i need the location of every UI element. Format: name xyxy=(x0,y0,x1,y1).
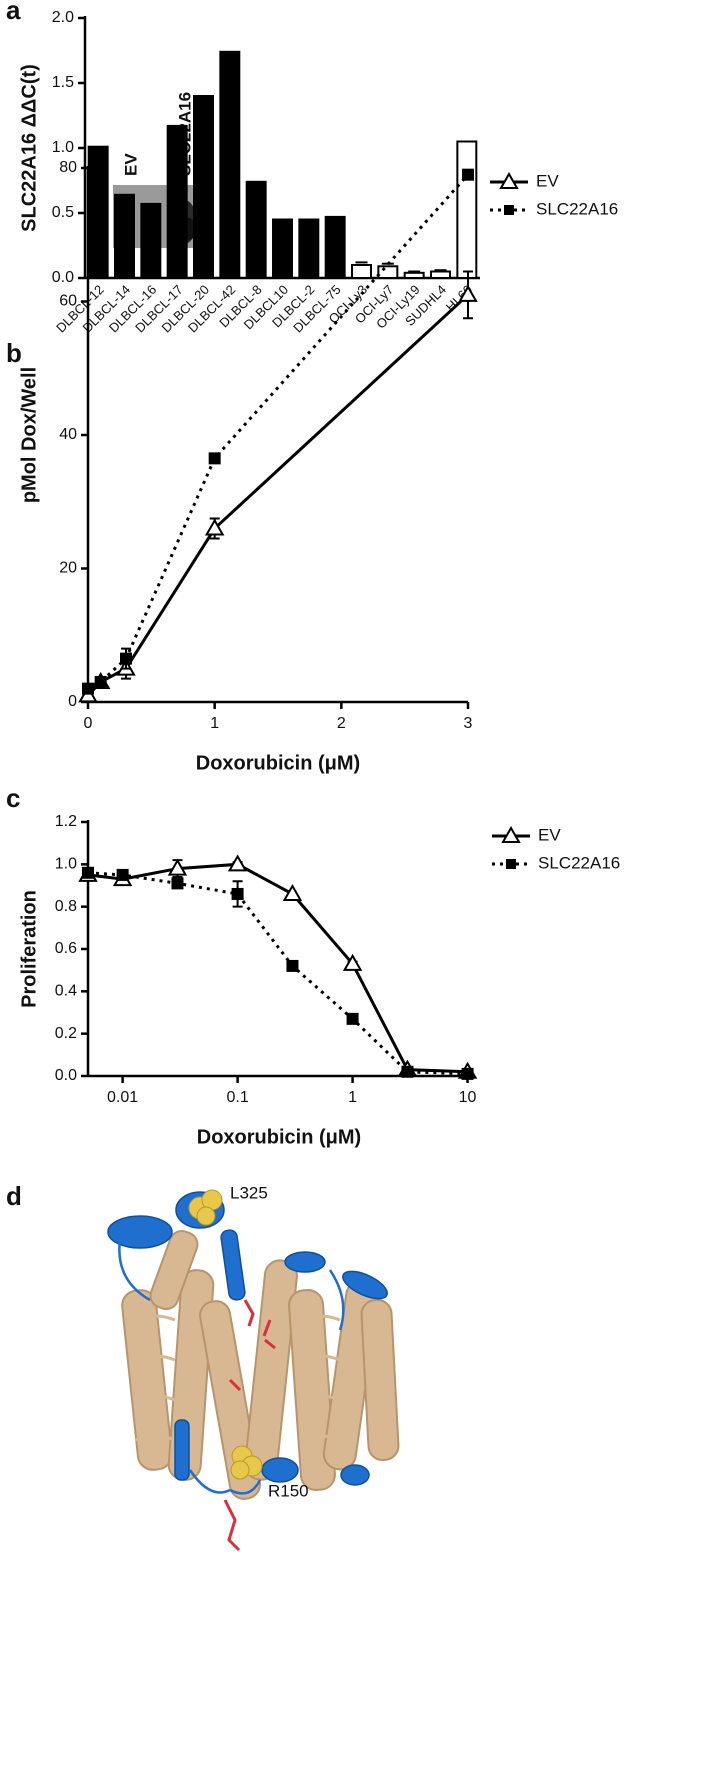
y-tick-label: 0.5 xyxy=(52,204,74,221)
marker xyxy=(116,868,129,881)
legend-marker xyxy=(501,825,521,843)
y-tick-label: 20 xyxy=(59,560,77,577)
y-tick-label: 1.5 xyxy=(52,74,74,91)
legend-label: SLC22A16 xyxy=(536,199,618,218)
marker xyxy=(461,1067,474,1080)
bar xyxy=(298,218,320,279)
y-axis-label: Proliferation xyxy=(18,890,40,1008)
bar xyxy=(377,265,399,279)
marker xyxy=(82,866,94,879)
bar xyxy=(140,202,162,279)
series-line xyxy=(86,293,470,697)
marker xyxy=(346,1012,359,1025)
legend-marker xyxy=(506,859,516,869)
y-tick-label: 0 xyxy=(68,693,77,710)
series-line xyxy=(87,862,468,1074)
marker xyxy=(167,858,188,876)
bar xyxy=(219,50,241,279)
marker xyxy=(94,675,107,688)
y-tick-label: 0.6 xyxy=(55,940,77,957)
legend-label: EV xyxy=(536,171,559,190)
y-axis-label: SLC22A16 ΔΔC(t) xyxy=(18,64,40,232)
marker xyxy=(171,877,184,890)
x-tick-label: 0.01 xyxy=(107,1089,138,1106)
bar xyxy=(430,270,451,279)
marker xyxy=(208,452,221,465)
bar xyxy=(114,193,135,279)
bar xyxy=(272,218,293,279)
x-tick-label: 0 xyxy=(84,715,93,732)
marker xyxy=(231,887,244,900)
legend-marker xyxy=(504,205,514,215)
marker xyxy=(204,518,225,536)
y-tick-label: 0.4 xyxy=(55,983,77,1000)
y-tick-label: 1.2 xyxy=(55,813,77,830)
y-tick-label: 60 xyxy=(59,293,77,310)
x-tick-label: 2 xyxy=(337,715,346,732)
marker xyxy=(462,168,474,181)
x-tick-label: 1 xyxy=(348,1089,357,1106)
bar xyxy=(456,140,478,279)
panel-letter: b xyxy=(6,338,22,368)
marker xyxy=(286,959,299,972)
x-tick-label: 0.1 xyxy=(226,1089,248,1106)
y-tick-label: 2.0 xyxy=(52,9,74,26)
bar xyxy=(403,271,425,279)
panel-letter: c xyxy=(6,783,20,813)
x-tick-label: 10 xyxy=(459,1089,477,1106)
y-tick-label: 0.0 xyxy=(52,269,74,286)
inset-label: EV xyxy=(121,153,140,176)
panel-letter: a xyxy=(6,0,21,25)
y-tick-label: 0.0 xyxy=(55,1067,77,1084)
residue-label: R150 xyxy=(268,1481,309,1500)
y-tick-label: 40 xyxy=(59,426,77,443)
bar xyxy=(245,180,267,279)
marker xyxy=(342,953,363,971)
legend-marker xyxy=(499,171,519,189)
y-tick-label: 80 xyxy=(59,159,77,176)
bar xyxy=(193,95,214,279)
bar xyxy=(87,145,109,279)
marker xyxy=(120,652,132,665)
x-tick-label: 3 xyxy=(464,715,473,732)
bar xyxy=(166,124,188,280)
bar xyxy=(324,215,346,279)
x-axis-label: Doxorubicin (μM) xyxy=(197,1126,361,1148)
protein-structure xyxy=(107,1189,400,1552)
legend-label: EV xyxy=(538,825,561,844)
y-tick-label: 1.0 xyxy=(55,856,77,873)
marker xyxy=(458,284,478,302)
marker xyxy=(227,854,248,872)
x-tick-label: 1 xyxy=(210,715,219,732)
y-tick-label: 0.8 xyxy=(55,898,77,915)
x-axis-label: Doxorubicin (μM) xyxy=(196,752,360,774)
y-tick-label: 1.0 xyxy=(52,139,74,156)
y-tick-label: 0.2 xyxy=(55,1025,77,1042)
y-axis-label: pMol Dox/Well xyxy=(18,367,40,503)
series-line xyxy=(87,871,468,1076)
panel-letter: d xyxy=(6,1181,22,1211)
residue-label: L325 xyxy=(230,1183,268,1202)
legend-label: SLC22A16 xyxy=(538,853,620,872)
marker xyxy=(401,1065,414,1078)
marker xyxy=(282,883,303,901)
bar xyxy=(351,264,372,279)
marker xyxy=(82,682,94,695)
